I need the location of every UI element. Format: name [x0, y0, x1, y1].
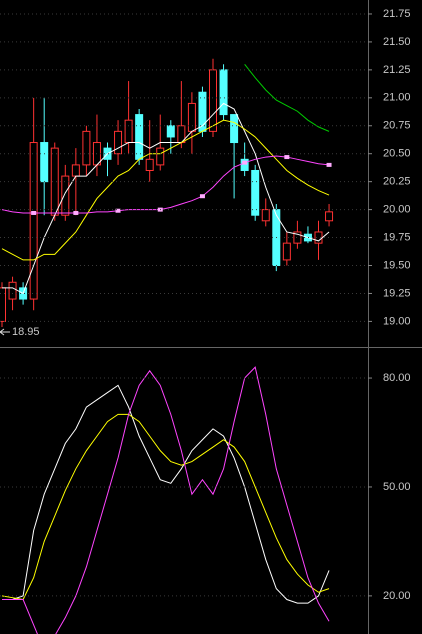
candle-body	[145, 158, 154, 171]
y-tick-label: 21.00	[383, 92, 411, 104]
ma-marker	[73, 210, 79, 215]
y-tick-label: 19.50	[383, 259, 411, 271]
line-series	[2, 366, 330, 634]
y-tick-label: 50.00	[383, 481, 411, 493]
candle-body	[71, 164, 80, 177]
candle-body	[40, 142, 49, 183]
axis: 21.75 21.50 21.25 21.00 20.75 20.50 20.25 20.00…	[0, 8, 411, 602]
y-tick-label: 21.50	[383, 36, 411, 48]
candle-body	[240, 158, 249, 171]
candle-body	[0, 287, 6, 322]
ma-marker	[199, 194, 205, 199]
line-series	[2, 384, 330, 604]
candle-body	[251, 169, 260, 216]
candle-body	[209, 69, 217, 132]
ma-marker	[115, 208, 121, 213]
indicator-panel	[1, 366, 330, 634]
y-tick-label: 19.75	[383, 231, 411, 243]
low-arrow-head	[0, 328, 5, 336]
candle-body	[135, 114, 144, 160]
candle-body	[282, 242, 291, 261]
y-tick-label: 21.25	[383, 64, 411, 76]
candle-body	[61, 175, 70, 216]
ma-marker	[284, 155, 290, 160]
candle-body	[124, 119, 133, 144]
candle-body	[82, 130, 91, 166]
low-label: 18.95	[12, 326, 40, 338]
candle-body	[187, 102, 196, 132]
line-series	[244, 63, 330, 132]
y-tick-label: 20.00	[383, 204, 411, 216]
y-tick-label: 20.75	[383, 120, 411, 132]
line-series	[1, 155, 330, 214]
candle-body	[230, 114, 239, 144]
candle-body	[114, 130, 123, 155]
candle-body	[219, 69, 228, 116]
y-tick-label: 20.00	[383, 590, 411, 602]
line-series	[1, 413, 330, 601]
line-series	[1, 119, 330, 261]
candle-body	[166, 125, 175, 138]
candle-body	[29, 142, 38, 300]
line-series	[2, 102, 330, 295]
candle-body	[261, 209, 270, 222]
ma-marker	[242, 160, 248, 165]
y-tick-label: 20.50	[383, 148, 411, 160]
y-tick-label: 19.25	[383, 287, 411, 299]
y-tick-label: 19.00	[383, 315, 411, 327]
candle-body	[325, 211, 334, 222]
candle-body	[156, 147, 165, 166]
y-tick-label: 80.00	[383, 372, 411, 384]
ma-marker	[326, 162, 332, 167]
y-tick-label: 20.25	[383, 176, 411, 188]
y-tick-label: 21.75	[383, 8, 411, 20]
candle-body	[8, 281, 17, 300]
ma-marker	[31, 210, 37, 215]
